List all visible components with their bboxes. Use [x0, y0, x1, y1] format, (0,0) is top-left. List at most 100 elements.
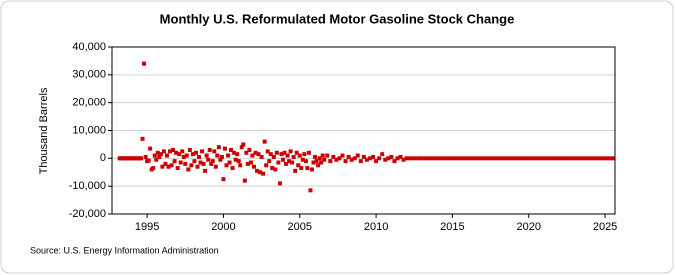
y-tick-label: 10,000	[72, 124, 106, 136]
point	[469, 156, 474, 161]
point	[317, 156, 322, 161]
point	[180, 149, 185, 154]
point	[154, 157, 159, 162]
point	[316, 163, 321, 168]
point	[174, 150, 179, 155]
point	[337, 156, 342, 161]
point	[538, 156, 543, 161]
y-tick-label: -20,000	[69, 208, 106, 220]
point	[311, 160, 316, 165]
point	[210, 159, 215, 164]
point	[255, 168, 260, 173]
point	[203, 168, 208, 173]
point	[358, 159, 363, 164]
point	[261, 171, 266, 176]
point	[198, 160, 203, 165]
point	[259, 154, 264, 159]
point	[209, 161, 214, 166]
point	[270, 166, 275, 171]
point	[526, 156, 531, 161]
point	[175, 166, 180, 171]
point	[377, 156, 382, 161]
point	[215, 153, 220, 158]
point	[142, 61, 147, 66]
point	[213, 164, 218, 169]
point	[247, 147, 252, 152]
point	[262, 139, 267, 144]
point	[340, 153, 345, 158]
point	[450, 156, 455, 161]
point	[331, 154, 336, 159]
point	[282, 150, 287, 155]
chart-title: Monthly U.S. Reformulated Motor Gasoline…	[160, 11, 515, 26]
y-tick-label: 20,000	[72, 97, 106, 109]
point	[161, 149, 166, 154]
point	[139, 156, 144, 161]
x-tick-label: 2005	[288, 221, 312, 233]
point	[530, 156, 535, 161]
point	[507, 156, 512, 161]
point	[580, 156, 585, 161]
point	[303, 159, 308, 164]
point	[290, 160, 295, 165]
y-tick-label: 40,000	[72, 41, 106, 53]
point	[172, 159, 177, 164]
point	[349, 157, 354, 162]
point	[253, 150, 258, 155]
point	[200, 149, 205, 154]
point	[568, 156, 573, 161]
point	[313, 154, 318, 159]
point	[371, 154, 376, 159]
point	[189, 163, 194, 168]
point	[395, 156, 400, 161]
point	[224, 163, 229, 168]
point	[168, 149, 173, 154]
point	[239, 145, 244, 150]
point	[583, 156, 588, 161]
point	[164, 153, 169, 158]
x-tick-label: 2025	[593, 221, 617, 233]
point	[229, 147, 234, 152]
point	[408, 156, 413, 161]
point	[190, 152, 195, 157]
point	[419, 156, 424, 161]
point	[511, 156, 516, 161]
point	[542, 156, 547, 161]
point	[195, 164, 200, 169]
point	[264, 163, 269, 168]
point	[606, 156, 611, 161]
point	[296, 163, 301, 168]
point	[227, 160, 232, 165]
point	[427, 156, 432, 161]
point	[545, 156, 550, 161]
point	[146, 158, 151, 163]
point	[392, 159, 397, 164]
point	[319, 160, 324, 165]
point	[380, 152, 385, 157]
point	[251, 164, 256, 169]
point	[206, 157, 211, 162]
point	[151, 166, 156, 171]
point	[587, 156, 592, 161]
point	[599, 156, 604, 161]
point	[328, 159, 333, 164]
point	[325, 153, 330, 158]
point	[401, 157, 406, 162]
point	[442, 156, 447, 161]
point	[169, 163, 174, 168]
point	[383, 157, 388, 162]
point	[244, 150, 249, 155]
point	[595, 156, 600, 161]
point	[284, 161, 289, 166]
point	[386, 156, 391, 161]
point	[178, 160, 183, 165]
point	[334, 157, 339, 162]
point	[285, 153, 290, 158]
point	[148, 146, 153, 151]
point	[355, 153, 360, 158]
point	[152, 153, 157, 158]
point	[143, 154, 148, 159]
point	[309, 167, 314, 172]
point	[171, 147, 176, 152]
